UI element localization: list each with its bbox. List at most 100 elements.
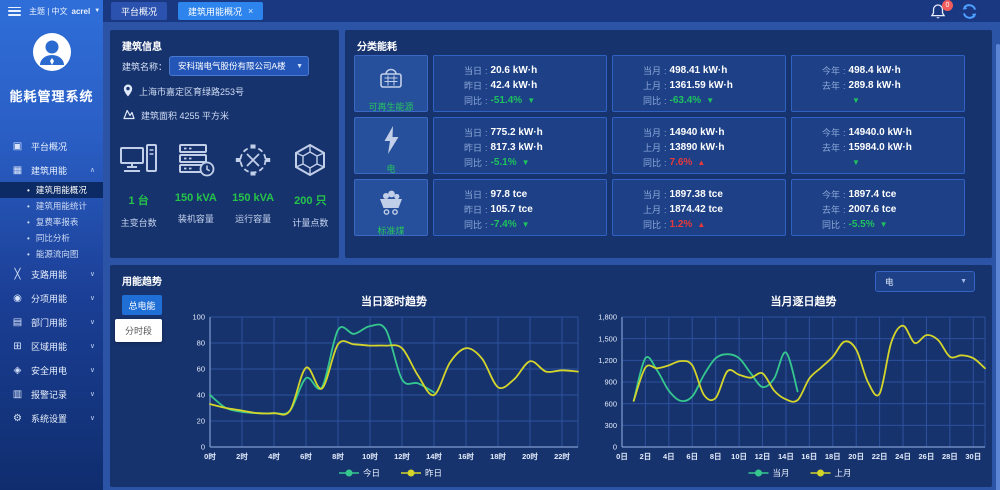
energy-type-value: 电: [885, 276, 894, 287]
scrollbar[interactable]: [996, 44, 1000, 490]
svg-text:2日: 2日: [640, 452, 652, 461]
sidebar-subitem-tariff-report[interactable]: • 复费率报表: [0, 214, 103, 230]
subitem-energy-icon: ◉: [13, 292, 22, 304]
category-line: 去年:2007.6 tce: [814, 202, 964, 217]
notification-bell-icon[interactable]: 0: [930, 0, 953, 21]
line-label: 同比: [463, 220, 482, 230]
sidebar-subitem-yoy-analysis[interactable]: • 同比分析: [0, 230, 103, 246]
home-language-link[interactable]: 主题 | 中文: [29, 6, 68, 16]
category-card: 当日:775.2 kW·h 昨日:817.3 kW·h 同比: -5.1% ▼: [433, 117, 607, 174]
svg-text:0日: 0日: [616, 452, 628, 461]
svg-text:0时: 0时: [204, 451, 216, 461]
total-energy-button[interactable]: 总电能: [122, 295, 162, 315]
line-value: 7.6%: [669, 157, 693, 168]
category-tile[interactable]: 电: [354, 117, 428, 174]
trend-down-icon: ▼: [706, 96, 715, 105]
stat-running-capacity: 150 kVA 运行容量: [225, 134, 282, 229]
username[interactable]: acrel: [71, 6, 91, 16]
category-line: 去年:15984.0 kW·h: [814, 140, 964, 155]
svg-text:0: 0: [201, 443, 205, 452]
sidebar-subitem-building-energy-stats[interactable]: • 建筑用能统计: [0, 198, 103, 214]
svg-text:600: 600: [604, 399, 617, 408]
category-line: 同比: -7.4% ▼: [456, 217, 606, 232]
main-content: 建筑信息 建筑名称： 安科瑞电气股份有限公司A楼 ▼ 上海市嘉定区育绿路253号…: [103, 22, 1000, 490]
line-separator: :: [664, 127, 667, 138]
line-value: -5.5%: [848, 219, 875, 230]
alarm-record-icon: ▥: [12, 388, 23, 400]
trend-down-icon: ▼: [527, 96, 536, 105]
category-card: 当月:14940 kW·h 上月:13890 kW·h 同比:7.6% ▲: [612, 117, 786, 174]
line-label: 昨日: [463, 143, 482, 153]
building-name-select[interactable]: 安科瑞电气股份有限公司A楼 ▼: [169, 56, 310, 76]
sidebar-item-branch-energy[interactable]: ╳ 支路用能 ∨: [0, 262, 103, 286]
category-line: 今年:498.4 kW·h: [814, 63, 964, 78]
line-value: 1874.42 tce: [669, 204, 723, 215]
refresh-icon[interactable]: [961, 3, 978, 20]
installed-capacity-icon: [176, 134, 216, 178]
line-label: 同比: [642, 96, 661, 106]
line-value: 97.8 tce: [490, 189, 528, 200]
line-value: 14940 kW·h: [669, 127, 725, 138]
category-line: 昨日:42.4 kW·h: [456, 78, 606, 93]
sidebar-subitem-energy-flow-diagram[interactable]: • 能源流向图: [0, 246, 103, 262]
sidebar-item-building-energy[interactable]: ▦ 建筑用能 ∧: [0, 158, 103, 182]
sidebar-item-safety-power[interactable]: ◈ 安全用电 ∨: [0, 358, 103, 382]
category-tile[interactable]: 标准煤: [354, 179, 428, 236]
trend-up-icon: ▲: [697, 158, 706, 167]
svg-text:6日: 6日: [686, 452, 698, 461]
sidebar-item-alarm-records[interactable]: ▥ 报警记录 ∨: [0, 382, 103, 406]
sidebar: 主题 | 中文 acrel ▼ 能耗管理系统 ▣ 平台概况 ▦ 建筑用能 ∧ • 建筑用能概…: [0, 0, 103, 490]
svg-text:18日: 18日: [825, 452, 841, 461]
close-icon[interactable]: ×: [248, 6, 254, 16]
line-separator: :: [485, 65, 488, 76]
category-line: 同比: -51.4% ▼: [456, 93, 606, 108]
trend-down-icon: ▼: [852, 158, 860, 167]
time-of-use-button[interactable]: 分时段: [115, 319, 162, 342]
sidebar-item-platform-overview[interactable]: ▣ 平台概况: [0, 134, 103, 158]
category-tile[interactable]: 可再生能源: [354, 55, 428, 112]
tab-platform-overview[interactable]: 平台概况: [111, 2, 168, 20]
category-row-renewable-energy: 可再生能源 当日:20.6 kW·h 昨日:42.4 kW·h 同比: -51.4% ▼ 当…: [354, 55, 966, 112]
tab-building-energy-overview[interactable]: 建筑用能概况 ×: [178, 2, 264, 20]
line-label: 今年: [821, 190, 840, 200]
department-energy-icon: ▤: [12, 316, 23, 328]
system-title: 能耗管理系统: [9, 89, 94, 104]
line-separator: :: [843, 219, 846, 230]
line-value: 498.4 kW·h: [848, 65, 901, 76]
daily-trend-chart: 0 300 600 900 1,200 1,500 1,800 0日 2日 4日 6日 8日 10日 12…: [598, 294, 986, 478]
svg-text:2时: 2时: [236, 451, 248, 461]
energy-trend-panel: 用能趋势 电 ▼ 总电能 分时段 0 20 40 60 80 100 0时 2时 4时 6时 8时 1…: [110, 265, 992, 487]
line-label: 同比: [463, 96, 482, 106]
line-separator: :: [843, 204, 846, 215]
category-line: 今年:14940.0 kW·h: [814, 125, 964, 140]
lang-user-row[interactable]: 主题 | 中文 acrel ▼: [29, 6, 100, 17]
line-separator: :: [485, 189, 488, 200]
trend-down-icon: ▼: [521, 220, 530, 229]
category-line: ▼: [814, 93, 964, 108]
sidebar-item-subitem-energy[interactable]: ◉ 分项用能 ∨: [0, 286, 103, 310]
category-energy-panel: 分类能耗 可再生能源 当日:20.6 kW·h 昨日:42.4 kW·h 同比: -51…: [345, 30, 992, 258]
energy-type-select[interactable]: 电 ▼: [875, 271, 975, 292]
location-pin-icon: [123, 84, 133, 99]
category-line: 当日:97.8 tce: [456, 187, 606, 202]
svg-text:20时: 20时: [522, 451, 538, 461]
sidebar-subitem-building-energy-overview[interactable]: • 建筑用能概况: [0, 182, 103, 198]
category-line: 昨日:105.7 tce: [456, 202, 606, 217]
chevron-down-icon: ∨: [89, 319, 95, 326]
category-row-electricity: 电当日:775.2 kW·h 昨日:817.3 kW·h 同比: -5.1% ▼ 当月:1…: [354, 117, 966, 174]
stat-value: 200 只: [294, 195, 327, 207]
category-name: 电: [386, 164, 396, 174]
sidebar-item-label: 报警记录: [31, 389, 68, 400]
svg-text:14时: 14时: [426, 451, 442, 461]
line-label: 上月: [642, 205, 661, 215]
sidebar-item-system-settings[interactable]: ⚙ 系统设置 ∨: [0, 406, 103, 430]
svg-text:22时: 22时: [554, 451, 570, 461]
line-separator: :: [485, 157, 488, 168]
stat-installed-capacity: 150 kVA 装机容量: [167, 134, 224, 229]
hamburger-menu-icon[interactable]: [8, 6, 21, 16]
line-value: 1.2%: [669, 219, 693, 230]
svg-text:1,800: 1,800: [598, 313, 617, 322]
sidebar-item-department-energy[interactable]: ▤ 部门用能 ∨: [0, 310, 103, 334]
sidebar-item-region-energy[interactable]: ⊞ 区域用能 ∨: [0, 334, 103, 358]
category-name: 可再生能源: [368, 102, 414, 112]
